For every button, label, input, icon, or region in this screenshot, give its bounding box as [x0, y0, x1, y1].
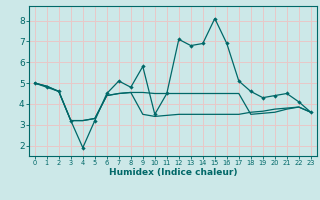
X-axis label: Humidex (Indice chaleur): Humidex (Indice chaleur)	[108, 168, 237, 177]
